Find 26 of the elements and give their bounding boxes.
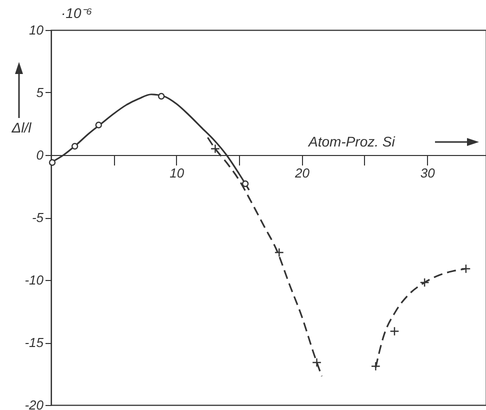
y-tick-label: -5 [32,210,44,225]
y-axis-title: Δl/l [10,120,32,136]
point [158,92,165,100]
x-axis-title: Atom-Proz. Si [308,134,396,150]
point [242,180,249,188]
point [71,142,78,150]
point [390,326,400,336]
x-tick-label: 20 [294,166,310,180]
point [95,122,102,128]
point [370,361,380,372]
point [274,248,284,258]
point [210,144,220,154]
y-tick-label: 0 [36,148,44,162]
y-tick-label: -15 [24,335,44,350]
y-tick-label: 10 [29,22,44,38]
point [48,159,56,166]
x-tick-label: 10 [170,166,185,180]
x-tick-label: 30 [420,166,436,180]
point [420,278,430,288]
point [461,264,471,274]
y-tick-label: -20 [24,398,44,410]
y-tick-label: 5 [36,85,44,100]
text: ·10⁻⁶ [61,5,92,21]
point [312,358,322,368]
y-tick-label: -10 [24,272,44,288]
line-series [374,268,467,368]
